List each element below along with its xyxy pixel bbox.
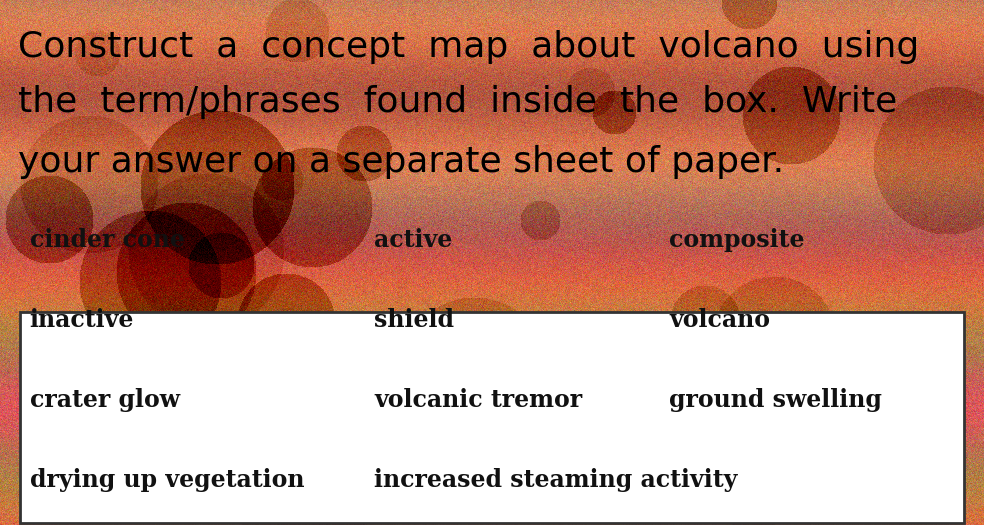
Text: the  term/phrases  found  inside  the  box.  Write: the term/phrases found inside the box. W… [18,85,897,119]
Text: drying up vegetation: drying up vegetation [30,468,304,492]
Text: ground swelling: ground swelling [669,388,882,412]
Text: shield: shield [374,308,454,332]
Text: Construct  a  concept  map  about  volcano  using: Construct a concept map about volcano us… [18,30,919,64]
Text: your answer on a separate sheet of paper.: your answer on a separate sheet of paper… [18,145,784,179]
Text: volcanic tremor: volcanic tremor [374,388,583,412]
Text: increased steaming activity: increased steaming activity [374,468,737,492]
FancyBboxPatch shape [20,312,964,523]
Text: crater glow: crater glow [30,388,179,412]
Text: composite: composite [669,228,805,252]
Text: active: active [374,228,453,252]
Text: cinder cone: cinder cone [30,228,184,252]
Text: volcano: volcano [669,308,770,332]
Text: inactive: inactive [30,308,134,332]
